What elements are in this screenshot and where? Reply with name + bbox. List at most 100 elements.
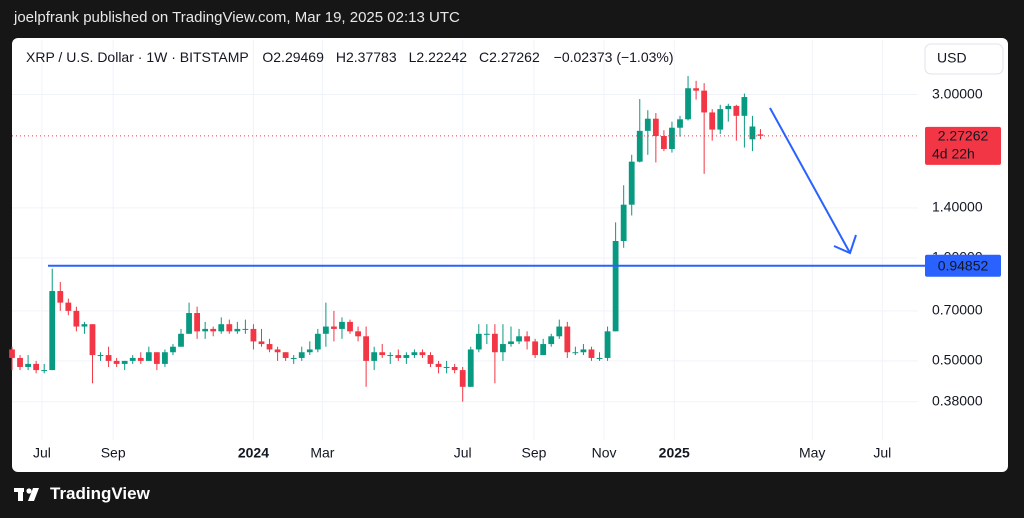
candle-body — [685, 88, 691, 120]
candle-body — [218, 324, 225, 332]
candle-body — [242, 328, 249, 330]
ohlc-value: 2.37783 — [346, 49, 397, 65]
candle-body — [274, 349, 281, 353]
last-price-label: 2.27262 — [938, 128, 989, 144]
chart-panel — [12, 38, 1008, 472]
candle-body — [178, 333, 184, 347]
candle-body — [475, 333, 482, 350]
candle-body — [508, 341, 514, 345]
candle-body — [620, 204, 627, 242]
candle-body — [741, 97, 748, 116]
candle-body — [331, 326, 337, 329]
candle-body — [371, 352, 378, 361]
x-tick-label: May — [799, 445, 825, 461]
last-price-box — [925, 126, 1001, 165]
candle-body — [81, 324, 88, 327]
level-box — [925, 254, 1001, 277]
countdown: 4d 22h — [932, 146, 975, 162]
candle-body — [65, 302, 72, 311]
candle-body — [49, 291, 56, 371]
brand-name: TradingView — [50, 484, 150, 503]
candle-body — [258, 341, 265, 345]
candle-body — [41, 370, 48, 372]
candle-body — [314, 333, 321, 350]
candle-body — [306, 349, 313, 353]
y-tick-label: 3.00000 — [932, 85, 983, 101]
ohlc-label: C — [479, 49, 490, 65]
candle-body — [459, 370, 466, 387]
trend-arrow — [769, 107, 851, 254]
candle-body — [387, 355, 394, 357]
currency: USD — [937, 50, 967, 66]
candle-body — [355, 331, 361, 337]
y-tick-label: 0.38000 — [932, 392, 983, 408]
candle-body — [491, 333, 498, 353]
candle-body — [194, 313, 201, 332]
x-tick-label: 2024 — [238, 445, 269, 461]
candle-body — [435, 363, 442, 367]
candle-body — [250, 328, 257, 342]
symbol: XRP / U.S. Dollar · 1W · BITSTAMP — [26, 49, 249, 65]
candle-body — [540, 344, 547, 356]
footer: TradingView — [14, 484, 150, 504]
candle-body — [137, 357, 144, 361]
ohlc: O2.29469 H2.37783 L2.22242 C2.27262 — [252, 49, 539, 65]
brand-logo — [14, 488, 39, 501]
candle-body — [210, 328, 217, 332]
candle-body — [451, 366, 458, 371]
candle-body — [580, 349, 587, 353]
candle-body — [596, 357, 603, 359]
currency-box — [924, 43, 1004, 75]
candle-body — [226, 324, 233, 332]
candle-body — [266, 344, 273, 350]
candle-body — [612, 241, 619, 332]
x-tick-label: Sep — [101, 445, 126, 461]
candle-body — [89, 324, 96, 356]
x-tick-label: Jul — [873, 445, 891, 461]
candle-body — [347, 321, 353, 332]
candle-body — [652, 118, 659, 136]
change: −0.02373 (−1.03%) — [553, 49, 674, 65]
candle-body — [725, 105, 732, 110]
candle-body — [322, 326, 329, 334]
candle-body — [162, 352, 168, 364]
candle-body — [121, 360, 128, 364]
y-tick-label: 1.40000 — [932, 199, 983, 215]
candle-body — [483, 333, 490, 335]
x-tick-label: Jul — [33, 445, 51, 461]
candle-body — [548, 336, 555, 345]
ohlc-label: O — [262, 49, 274, 65]
x-tick-label: Jul — [454, 445, 472, 461]
candle-body — [693, 88, 699, 91]
candle-body — [572, 352, 579, 354]
logo-part — [28, 488, 39, 501]
x-tick-label: Nov — [592, 445, 617, 461]
y-tick-label: 0.70000 — [932, 302, 983, 318]
ohlc-value: 2.29469 — [273, 49, 324, 65]
candle-body — [9, 349, 15, 358]
ohlc-value: 2.27262 — [489, 49, 540, 65]
candle-body — [33, 363, 40, 371]
candle-body — [701, 90, 708, 113]
candle-body — [516, 336, 522, 342]
candle-body — [677, 119, 683, 128]
ohlc-label: L — [408, 49, 417, 65]
candle-body — [395, 355, 402, 358]
candle-body — [427, 355, 434, 364]
candle-body — [443, 366, 450, 368]
symbol-legend: XRP / U.S. Dollar · 1W · BITSTAMP O2.294… — [26, 49, 674, 65]
candle-body — [749, 126, 756, 140]
candle-body — [363, 336, 370, 361]
candle-body — [717, 109, 724, 130]
candle-body — [532, 341, 539, 356]
candle-body — [467, 349, 474, 387]
candle-body — [379, 352, 386, 356]
candle-body — [524, 336, 530, 342]
trend-arrow-head — [833, 234, 857, 255]
candle-body — [669, 127, 675, 149]
candle-body — [73, 310, 80, 327]
candle-body — [564, 326, 571, 353]
